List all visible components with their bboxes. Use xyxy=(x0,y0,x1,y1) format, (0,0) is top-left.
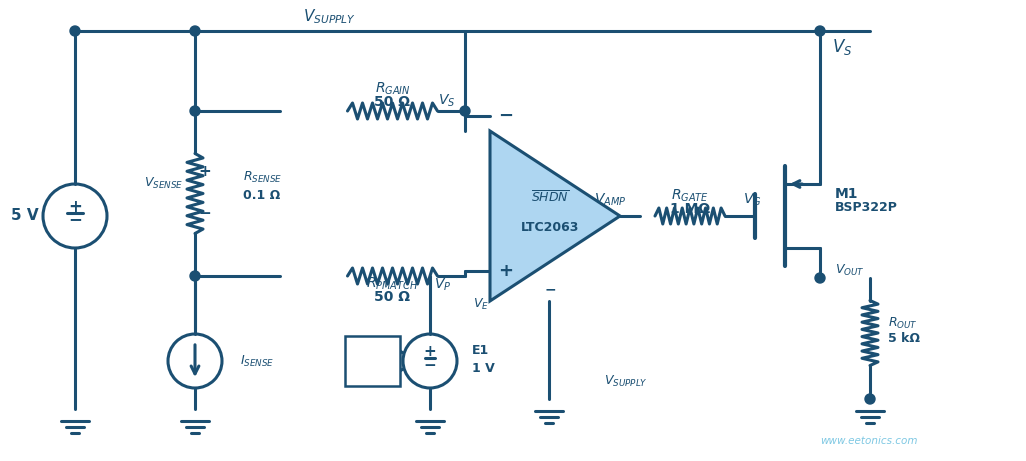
Circle shape xyxy=(190,106,200,116)
Text: $R_{GAIN}$: $R_{GAIN}$ xyxy=(374,81,410,97)
Text: $V_P$: $V_P$ xyxy=(355,342,370,356)
Text: LTC2063: LTC2063 xyxy=(521,221,580,235)
Text: −: − xyxy=(199,206,211,221)
Text: −: − xyxy=(499,107,514,125)
Text: $R_{PMATCH}$: $R_{PMATCH}$ xyxy=(366,276,419,292)
Text: $R_{GATE}$: $R_{GATE}$ xyxy=(671,188,709,204)
Text: 50 Ω: 50 Ω xyxy=(374,290,410,304)
Text: −: − xyxy=(378,366,389,380)
Circle shape xyxy=(190,271,200,281)
Text: −: − xyxy=(544,282,556,296)
Text: www.eetonics.com: www.eetonics.com xyxy=(820,436,917,446)
Text: $I_{SENSE}$: $I_{SENSE}$ xyxy=(240,354,274,368)
Polygon shape xyxy=(490,131,620,301)
Text: $\overline{SHDN}$: $\overline{SHDN}$ xyxy=(530,190,569,206)
Text: $V_{SUPPLY}$: $V_{SUPPLY}$ xyxy=(304,8,356,26)
Text: $V_{SUPPLY}$: $V_{SUPPLY}$ xyxy=(603,373,647,389)
Text: $V_E$: $V_E$ xyxy=(473,296,489,312)
Text: 5 kΩ: 5 kΩ xyxy=(887,332,920,345)
Text: −: − xyxy=(68,210,82,228)
Text: 1 V: 1 V xyxy=(472,362,495,376)
Text: $V_G$: $V_G$ xyxy=(743,192,761,208)
Circle shape xyxy=(190,26,200,36)
Text: $R_{OUT}$: $R_{OUT}$ xyxy=(887,315,918,331)
Text: +: + xyxy=(68,198,82,216)
Text: +: + xyxy=(424,343,436,359)
Text: $V_S$: $V_S$ xyxy=(832,37,853,57)
Circle shape xyxy=(865,394,875,404)
Text: M1: M1 xyxy=(835,187,859,201)
Text: +: + xyxy=(499,262,513,280)
Text: 5 V: 5 V xyxy=(11,208,39,224)
Text: 0.1 Ω: 0.1 Ω xyxy=(243,189,280,202)
Circle shape xyxy=(815,273,825,283)
Text: $V_S$: $V_S$ xyxy=(355,366,370,380)
FancyBboxPatch shape xyxy=(345,336,400,386)
Text: $V_S$: $V_S$ xyxy=(438,93,456,109)
Text: $R_{SENSE}$: $R_{SENSE}$ xyxy=(243,170,282,185)
Text: $V_P$: $V_P$ xyxy=(434,277,451,293)
Text: 1 MΩ: 1 MΩ xyxy=(670,202,710,216)
Text: $V_{SENSE}$: $V_{SENSE}$ xyxy=(144,176,183,191)
Text: $V_{OUT}$: $V_{OUT}$ xyxy=(835,262,865,278)
Text: +: + xyxy=(199,164,211,179)
Text: −: − xyxy=(424,357,436,372)
Circle shape xyxy=(70,26,80,36)
Circle shape xyxy=(460,106,470,116)
Text: $V_{AMP}$: $V_{AMP}$ xyxy=(594,192,626,208)
Text: +: + xyxy=(378,342,389,356)
Circle shape xyxy=(815,26,825,36)
Text: 50 Ω: 50 Ω xyxy=(374,95,410,109)
Text: BSP322P: BSP322P xyxy=(835,201,898,214)
Text: E1: E1 xyxy=(472,344,489,357)
